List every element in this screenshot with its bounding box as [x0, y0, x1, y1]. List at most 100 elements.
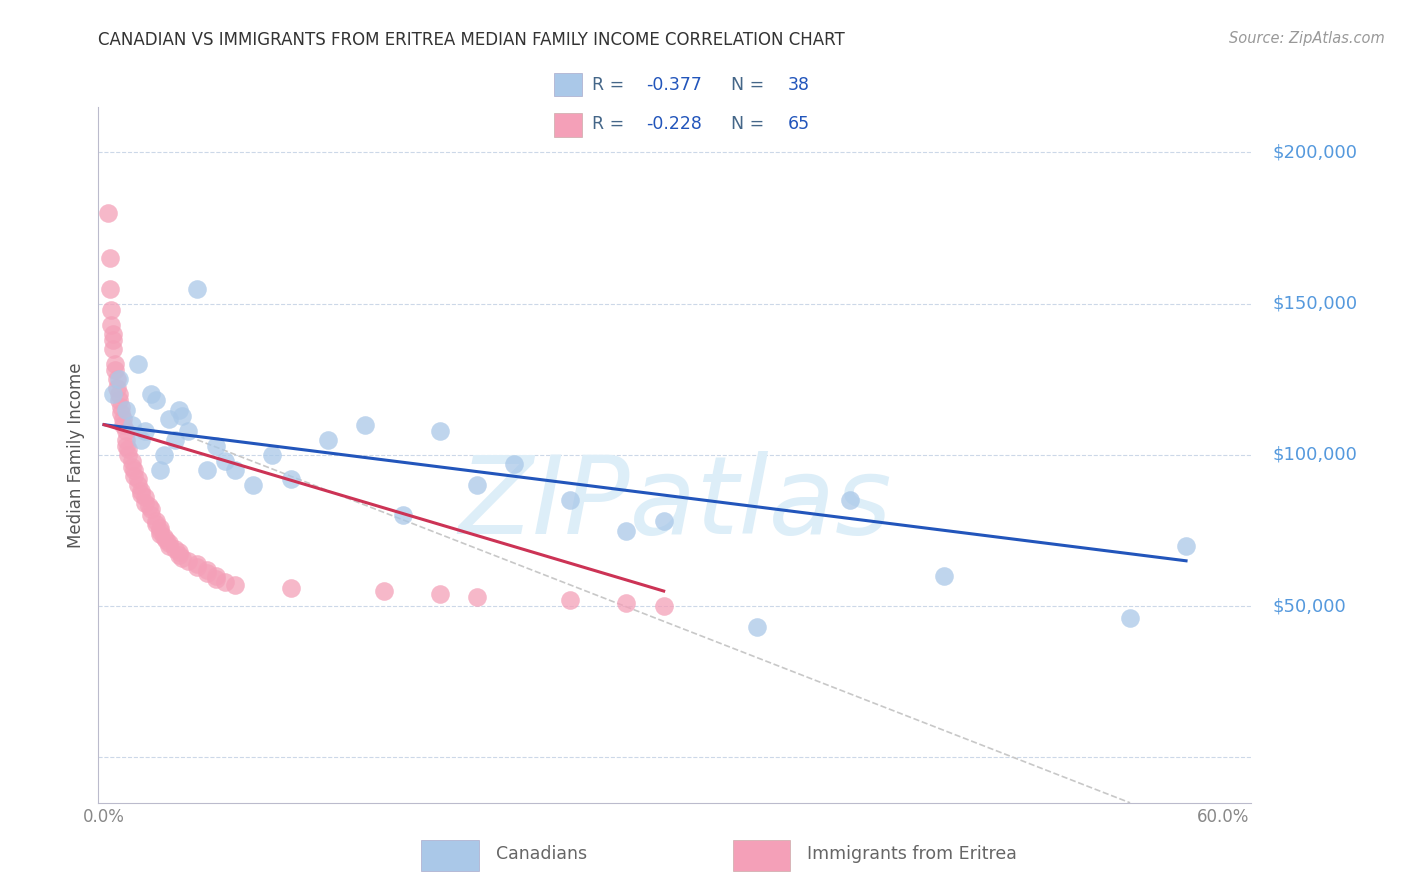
Point	[242, 478, 264, 492]
Point	[110, 400, 132, 414]
Point	[503, 457, 526, 471]
Point	[186, 281, 208, 295]
Point	[131, 487, 153, 501]
Point	[127, 472, 149, 486]
Bar	[554, 72, 582, 96]
Point	[105, 381, 128, 395]
Point	[105, 372, 128, 386]
Point	[177, 554, 200, 568]
Point	[155, 533, 177, 547]
Point	[152, 448, 174, 462]
Point	[111, 411, 134, 425]
Point	[145, 515, 167, 529]
Text: 38: 38	[787, 77, 810, 95]
Point	[167, 548, 190, 562]
Text: $150,000: $150,000	[1272, 294, 1358, 313]
Point	[280, 581, 302, 595]
Point	[1119, 611, 1142, 625]
Point	[103, 387, 125, 401]
Point	[186, 559, 208, 574]
Point	[157, 411, 180, 425]
Point	[127, 478, 149, 492]
Point	[616, 596, 638, 610]
Bar	[733, 839, 790, 871]
Point	[195, 566, 218, 580]
Text: ZIPatlas: ZIPatlas	[458, 451, 891, 556]
Point	[373, 584, 395, 599]
Point	[465, 478, 488, 492]
Point	[745, 620, 768, 634]
Point	[391, 508, 413, 523]
Text: Source: ZipAtlas.com: Source: ZipAtlas.com	[1229, 31, 1385, 46]
Point	[100, 318, 122, 332]
Point	[354, 417, 377, 432]
Point	[139, 387, 162, 401]
Point	[172, 550, 194, 565]
Point	[98, 252, 121, 266]
Point	[134, 496, 156, 510]
Point	[149, 520, 172, 534]
Point	[152, 530, 174, 544]
Text: $100,000: $100,000	[1272, 446, 1357, 464]
Point	[157, 539, 180, 553]
Point	[145, 517, 167, 532]
Point	[172, 409, 194, 423]
Y-axis label: Median Family Income: Median Family Income	[67, 362, 86, 548]
Point	[108, 393, 131, 408]
Point	[103, 333, 125, 347]
Point	[149, 463, 172, 477]
Point	[167, 402, 190, 417]
Point	[115, 424, 138, 438]
Point	[195, 463, 218, 477]
Point	[131, 484, 153, 499]
Text: -0.228: -0.228	[645, 115, 702, 133]
Point	[260, 448, 283, 462]
Point	[139, 502, 162, 516]
Point	[103, 326, 125, 341]
Point	[316, 433, 339, 447]
Point	[616, 524, 638, 538]
Text: Canadians: Canadians	[496, 845, 588, 863]
Point	[157, 535, 180, 549]
Point	[134, 424, 156, 438]
Bar	[422, 839, 479, 871]
Point	[205, 572, 228, 586]
Point	[149, 526, 172, 541]
Point	[186, 557, 208, 571]
Point	[122, 469, 145, 483]
Point	[117, 448, 139, 462]
Point	[104, 363, 127, 377]
Point	[108, 372, 131, 386]
Text: $50,000: $50,000	[1272, 597, 1346, 615]
Point	[127, 357, 149, 371]
Point	[167, 545, 190, 559]
Point	[224, 463, 246, 477]
Point	[652, 599, 675, 614]
Text: CANADIAN VS IMMIGRANTS FROM ERITREA MEDIAN FAMILY INCOME CORRELATION CHART: CANADIAN VS IMMIGRANTS FROM ERITREA MEDI…	[98, 31, 845, 49]
Text: N =: N =	[731, 77, 770, 95]
Text: N =: N =	[731, 115, 770, 133]
Point	[214, 454, 236, 468]
Point	[100, 302, 122, 317]
Point	[121, 454, 143, 468]
Point	[932, 569, 955, 583]
Point	[104, 357, 127, 371]
Point	[280, 472, 302, 486]
Point	[560, 493, 582, 508]
Point	[115, 439, 138, 453]
Point	[205, 569, 228, 583]
Point	[839, 493, 862, 508]
Point	[205, 439, 228, 453]
Point	[652, 515, 675, 529]
Point	[224, 578, 246, 592]
Text: 65: 65	[787, 115, 810, 133]
Point	[145, 393, 167, 408]
Point	[1175, 539, 1198, 553]
Point	[117, 442, 139, 456]
Point	[177, 424, 200, 438]
Point	[163, 433, 186, 447]
Text: -0.377: -0.377	[645, 77, 702, 95]
Point	[108, 387, 131, 401]
Bar	[554, 113, 582, 137]
Point	[103, 342, 125, 356]
